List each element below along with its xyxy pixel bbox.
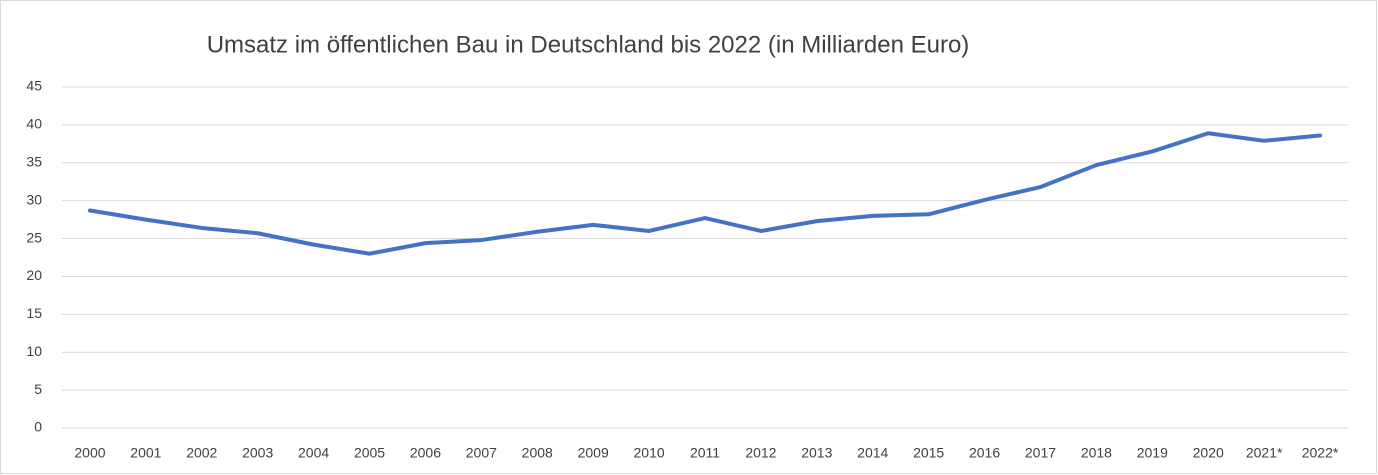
x-tick-label: 2005 [354, 445, 385, 461]
x-tick-label: 2006 [410, 445, 441, 461]
x-tick-label: 2002 [186, 445, 217, 461]
y-tick-label: 5 [34, 381, 42, 397]
x-tick-label: 2019 [1137, 445, 1168, 461]
x-tick-label: 2022* [1302, 445, 1339, 461]
x-tick-label: 2007 [466, 445, 497, 461]
y-tick-label: 10 [26, 343, 42, 359]
x-tick-label: 2018 [1081, 445, 1112, 461]
y-tick-label: 0 [34, 419, 42, 435]
x-tick-label: 2017 [1025, 445, 1056, 461]
y-tick-label: 35 [26, 153, 42, 169]
x-tick-label: 2021* [1246, 445, 1283, 461]
x-tick-label: 2001 [130, 445, 161, 461]
data-line [87, 131, 1323, 256]
x-tick-label: 2013 [801, 445, 832, 461]
x-tick-label: 2009 [578, 445, 609, 461]
y-tick-label: 25 [26, 229, 42, 245]
x-tick-label: 2011 [690, 445, 720, 461]
x-tick-label: 2004 [298, 445, 329, 461]
y-tick-label: 40 [26, 116, 42, 132]
y-tick-label: 45 [26, 78, 42, 94]
x-tick-label: 2008 [522, 445, 553, 461]
y-tick-label: 30 [26, 191, 42, 207]
y-tick-label: 20 [26, 267, 42, 283]
chart-title: Umsatz im öffentlichen Bau in Deutschlan… [207, 31, 970, 58]
x-tick-label: 2015 [913, 445, 944, 461]
x-tick-label: 2010 [634, 445, 665, 461]
x-tick-label: 2003 [242, 445, 273, 461]
x-tick-label: 2014 [857, 445, 888, 461]
x-tick-label: 2016 [969, 445, 1000, 461]
y-tick-label: 15 [26, 305, 42, 321]
x-tick-label: 2012 [745, 445, 776, 461]
x-tick-label: 2020 [1193, 445, 1224, 461]
x-tick-label: 2000 [74, 445, 105, 461]
